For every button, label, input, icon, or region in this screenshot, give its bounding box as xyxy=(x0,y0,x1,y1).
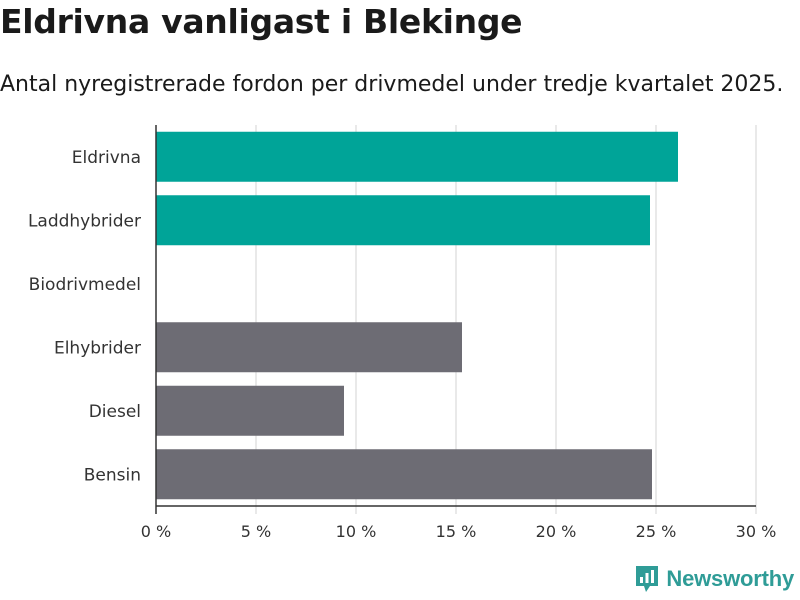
chart-subtitle: Antal nyregistrerade fordon per drivmede… xyxy=(0,72,784,97)
x-tick-label: 5 % xyxy=(241,522,271,541)
x-tick-label: 10 % xyxy=(336,522,377,541)
x-tick-label: 25 % xyxy=(636,522,677,541)
newsworthy-logo-text: Newsworthy xyxy=(666,566,794,591)
bar-elhybrider xyxy=(156,322,462,373)
category-label: Biodrivmedel xyxy=(29,275,141,295)
bar-eldrivna xyxy=(156,131,678,182)
newsworthy-logo: Newsworthy xyxy=(634,564,794,594)
bar-laddhybrider xyxy=(156,195,650,246)
category-label: Eldrivna xyxy=(72,148,141,168)
x-tick-label: 0 % xyxy=(141,522,171,541)
x-tick-label: 15 % xyxy=(436,522,477,541)
x-tick-label: 30 % xyxy=(736,522,777,541)
bar-bensin xyxy=(156,449,652,500)
category-label: Laddhybrider xyxy=(28,211,141,231)
category-label: Diesel xyxy=(89,402,141,422)
bar-chart: 0 % 5 % 10 % 15 % 20 % 25 % 30 % Eldrivna Laddhy… xyxy=(28,125,777,541)
category-label: Bensin xyxy=(84,465,141,485)
category-label: Elhybrider xyxy=(54,338,141,358)
newsworthy-logo-icon xyxy=(636,566,659,592)
chart-title: Eldrivna vanligast i Blekinge xyxy=(0,2,523,41)
bar-diesel xyxy=(156,385,344,436)
x-tick-label: 20 % xyxy=(536,522,577,541)
